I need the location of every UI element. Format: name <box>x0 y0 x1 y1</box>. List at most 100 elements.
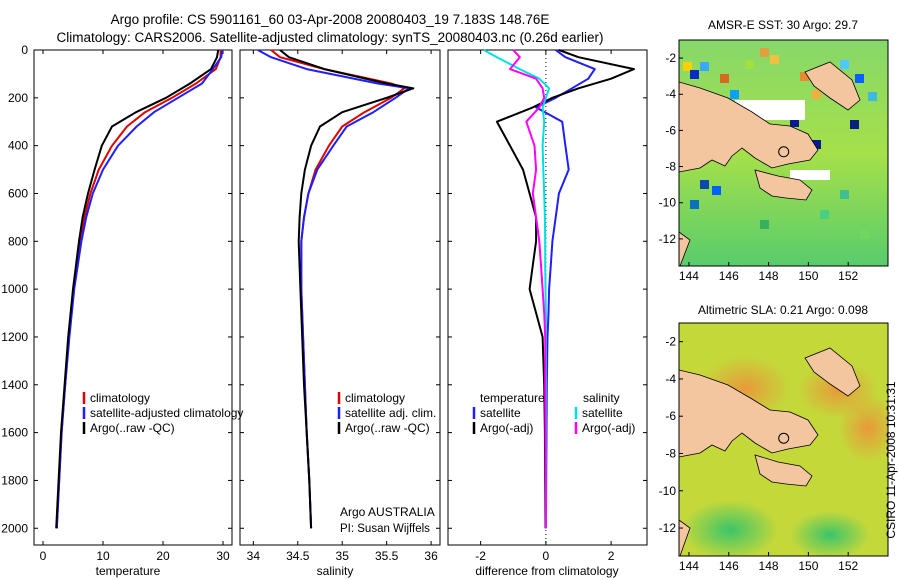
argo-location-marker <box>778 432 790 444</box>
series-line-climatology <box>270 49 406 529</box>
sst-cell <box>700 180 709 189</box>
map-x-tick-label: 146 <box>719 269 739 283</box>
map-y-tick-label: -8 <box>665 160 676 174</box>
sst-cell <box>745 60 754 69</box>
sst-cell <box>770 55 779 64</box>
salinity-panel-frame <box>239 49 441 546</box>
sst-cell <box>683 62 692 71</box>
y-tick-label: 200 <box>8 91 28 105</box>
map-y-tick-label: -4 <box>665 87 676 101</box>
sst-cell <box>868 92 877 101</box>
temperature-plot: 0 10 20 30 <box>34 49 232 563</box>
y-tick-label: 600 <box>8 186 28 200</box>
sla-land-new-guinea <box>679 369 819 458</box>
sst-cell <box>690 200 699 209</box>
y-tick-label: 1800 <box>1 473 28 487</box>
sla-map-title: Altimetric SLA: 0.21 Argo: 0.098 <box>698 303 868 317</box>
series-line-satellite-adjusted-climatology <box>55 49 224 529</box>
sst-cell <box>760 48 769 57</box>
sst-cell <box>712 186 721 195</box>
map-x-tick-label: 146 <box>719 559 739 573</box>
sst-cell <box>760 220 769 229</box>
series-line-climatology <box>55 50 222 529</box>
y-tick-label: 400 <box>8 139 28 153</box>
sla-map-ticks: 144 146 148 150 152 -2 -4 -6 -8 -10 -12 <box>659 335 859 573</box>
sst-land-new-britain <box>804 61 861 111</box>
legend-label-sal-satellite: satellite <box>582 406 623 420</box>
map-y-tick-label: -6 <box>665 409 676 423</box>
sst-cell <box>840 190 849 199</box>
map-y-tick-label: -12 <box>659 232 677 246</box>
sst-cell <box>860 230 869 239</box>
series-line-satellite-adj-clim- <box>257 49 410 529</box>
sla-high-patch <box>838 394 888 462</box>
sst-map-frame <box>678 39 889 267</box>
sla-map <box>679 323 888 556</box>
series-line-argo-raw-qc- <box>55 49 220 529</box>
sst-land-peninsula <box>754 169 813 201</box>
y-tick-label: 800 <box>8 234 28 248</box>
legend-label-satellite: satellite adj. clim. <box>345 406 436 420</box>
map-y-tick-label: -10 <box>659 196 677 210</box>
sst-cell <box>790 118 799 127</box>
x-tick-label: 0 <box>543 549 550 563</box>
sst-no-data <box>790 170 830 180</box>
annotation-pi-name: PI: Susan Wijffels <box>340 523 430 535</box>
figure-title-line1: Argo profile: CS 5901161_60 03-Apr-2008 … <box>110 12 550 27</box>
series-line-temperature-satellite <box>535 49 596 529</box>
map-y-tick-label: -8 <box>665 446 676 460</box>
sst-cell <box>855 74 864 83</box>
x-tick-label: 36 <box>424 549 438 563</box>
sst-cell <box>812 90 821 99</box>
series-line-salinity-argo-adj- <box>509 49 547 529</box>
map-x-tick-label: 150 <box>798 559 818 573</box>
map-x-tick-label: 148 <box>759 559 779 573</box>
legend-label-argo: Argo(..raw -QC) <box>345 421 430 435</box>
legend-label-climatology: climatology <box>90 391 150 405</box>
sla-land-peninsula <box>754 454 813 487</box>
annotation-argo-australia: Argo AUSTRALIA <box>340 505 435 519</box>
sst-cell <box>690 70 699 79</box>
legend-title-salinity: salinity <box>583 391 620 405</box>
difference-legend: temperature salinity satellite Argo(-adj… <box>472 391 635 435</box>
sst-map <box>679 40 888 266</box>
map-x-tick-label: 152 <box>838 269 858 283</box>
depth-tick-labels: 0 200 400 600 800 1000 1200 1400 1600 1800 2000 <box>1 43 28 535</box>
argo-location-marker <box>778 146 790 158</box>
map-y-tick-label: -10 <box>659 484 677 498</box>
sla-low-patch <box>790 511 870 556</box>
x-tick-label: 35.5 <box>375 549 399 563</box>
x-tick-label: 20 <box>156 549 170 563</box>
figure-title-line2: Climatology: CARS2006. Satellite-adjuste… <box>56 30 604 45</box>
temperature-panel-frame <box>33 49 233 546</box>
sst-cell <box>812 140 821 149</box>
x-tick-label: 30 <box>216 549 230 563</box>
sst-cell <box>820 210 829 219</box>
x-tick-label: 2 <box>608 549 615 563</box>
difference-plot: -2 0 2 <box>448 49 647 563</box>
x-tick-label: 34 <box>247 549 261 563</box>
map-x-tick-label: 148 <box>759 269 779 283</box>
map-y-tick-label: -4 <box>665 372 676 386</box>
map-y-tick-label: -2 <box>665 51 676 65</box>
sst-land-new-guinea <box>679 81 819 173</box>
legend-label-sal-argo: Argo(-adj) <box>582 421 635 435</box>
salinity-xlabel: salinity <box>317 564 354 578</box>
x-tick-label: 35 <box>336 549 350 563</box>
salinity-plot: 34 34.5 35 35.5 36 <box>240 49 440 563</box>
y-tick-label: 2000 <box>1 521 28 535</box>
sst-cell <box>800 72 809 81</box>
x-tick-label: 10 <box>96 549 110 563</box>
difference-panel-frame <box>447 49 648 546</box>
legend-title-temperature: temperature <box>480 391 545 405</box>
sst-cell <box>730 90 739 99</box>
generation-stamp: CSIRO 11-Apr-2008 10:31:31 <box>884 381 898 539</box>
map-x-tick-label: 150 <box>798 269 818 283</box>
series-line-argo-raw-qc- <box>279 49 415 529</box>
sst-cell <box>840 60 849 69</box>
salinity-legend: climatology satellite adj. clim. Argo(..… <box>337 391 436 535</box>
sst-cell <box>700 62 709 71</box>
sst-cell <box>720 74 729 83</box>
legend-label-temp-satellite: satellite <box>480 406 521 420</box>
